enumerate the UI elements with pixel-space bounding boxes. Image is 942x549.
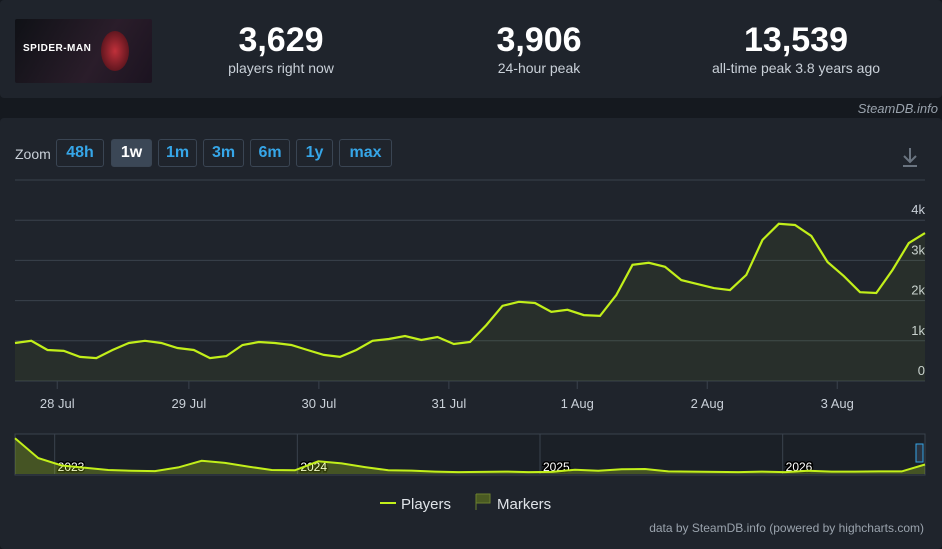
line <box>14 222 926 360</box>
x-tick-label: 2024 <box>300 460 327 474</box>
y-tick-label: 0 <box>918 363 925 378</box>
stat-value: 13,539 <box>744 21 848 59</box>
zoom-button[interactable]: max <box>339 139 392 167</box>
x-tick-label: 3 Aug <box>821 396 854 411</box>
stat: 13,539 all-time peak 3.8 years ago <box>686 20 906 76</box>
stat-label: all-time peak 3.8 years ago <box>711 60 881 76</box>
y-tick-label: 1k <box>911 323 925 338</box>
credits[interactable]: data by SteamDB.info (powered by highcha… <box>649 521 924 535</box>
line-area <box>15 223 925 381</box>
navigator <box>14 433 926 476</box>
stat-value: 3,629 <box>238 21 324 59</box>
y-tick-label: 4k <box>911 202 925 217</box>
x-tick-label: 30 Jul <box>302 396 337 411</box>
zoom-button[interactable]: 1m <box>158 139 197 167</box>
legend-label[interactable]: Markers <box>497 496 551 513</box>
navigator-handle[interactable] <box>915 443 924 463</box>
game-capsule[interactable]: SPIDER-MAN <box>15 19 152 83</box>
x-tick-label: 31 Jul <box>432 396 467 411</box>
capsule-art <box>101 31 129 71</box>
capsule-text: SPIDER-MAN <box>23 43 92 54</box>
y-tick-label: 3k <box>911 242 925 257</box>
x-tick-label: 28 Jul <box>40 396 75 411</box>
zoom-button[interactable]: 1y <box>296 139 333 167</box>
zoom-button[interactable]: 3m <box>203 139 244 167</box>
zoom-button[interactable]: 6m <box>250 139 290 167</box>
navigator-line <box>14 437 926 474</box>
stat-label: 24-hour peak <box>497 60 581 76</box>
stat: 3,906 24-hour peak <box>429 20 649 76</box>
stat-label: players right now <box>228 60 334 76</box>
x-tick-label: 2 Aug <box>691 396 724 411</box>
stats-panel <box>0 0 942 98</box>
zoom-button[interactable]: 1w <box>111 139 152 167</box>
stat-value: 3,906 <box>496 21 582 59</box>
y-tick-label: 2k <box>911 283 925 298</box>
legend-symbol <box>475 493 491 510</box>
chart-panel <box>0 118 942 549</box>
zoom-label: Zoom <box>15 146 51 162</box>
zoom-button[interactable]: 48h <box>56 139 104 167</box>
stat: 3,629 players right now <box>171 20 391 76</box>
x-tick-label: 1 Aug <box>561 396 594 411</box>
legend-label[interactable]: Players <box>401 496 451 513</box>
download-icon[interactable] <box>903 148 917 167</box>
brand[interactable]: SteamDB.info <box>857 101 938 116</box>
x-tick-label: 29 Jul <box>172 396 207 411</box>
